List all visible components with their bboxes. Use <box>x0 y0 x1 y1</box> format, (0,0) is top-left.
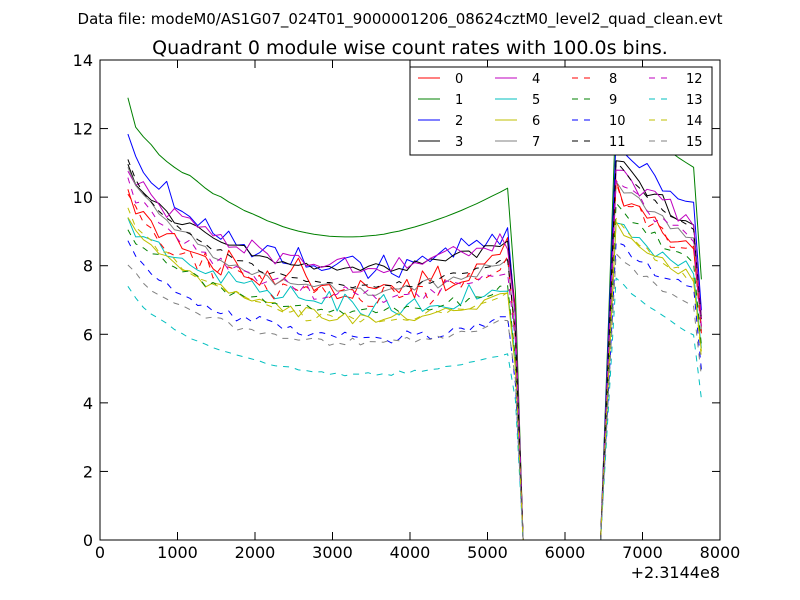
legend-label-10: 10 <box>609 114 626 129</box>
y-tick-label: 8 <box>83 257 93 276</box>
legend-label-5: 5 <box>532 93 540 108</box>
y-tick-label: 6 <box>83 325 93 344</box>
legend-label-3: 3 <box>455 135 463 150</box>
y-tick-label: 14 <box>73 51 93 70</box>
y-tick-label: 10 <box>73 188 93 207</box>
x-tick-label: 0 <box>95 543 105 562</box>
legend-label-1: 1 <box>455 93 463 108</box>
legend-label-14: 14 <box>686 114 703 129</box>
legend-label-8: 8 <box>609 72 617 87</box>
series-line-13 <box>127 277 702 541</box>
plot-frame <box>99 59 721 541</box>
x-tick-label: 4000 <box>390 543 431 562</box>
legend-label-0: 0 <box>455 72 463 87</box>
y-tick-label: 0 <box>83 531 93 550</box>
x-tick-label: 8000 <box>700 543 741 562</box>
y-tick-label: 12 <box>73 120 93 139</box>
x-tick-label: 6000 <box>545 543 586 562</box>
series-line-11 <box>127 159 702 541</box>
series-line-15 <box>127 253 702 541</box>
legend-label-13: 13 <box>686 93 703 108</box>
series-line-9 <box>127 202 702 541</box>
legend-label-12: 12 <box>686 72 703 87</box>
plot-lines <box>127 97 702 541</box>
legend-label-9: 9 <box>609 93 617 108</box>
legend-label-15: 15 <box>686 135 703 150</box>
data-file-suptitle: Data file: modeM0/AS1G07_024T01_90000012… <box>78 10 723 29</box>
legend-label-2: 2 <box>455 114 463 129</box>
legend-label-4: 4 <box>532 72 540 87</box>
legend-label-6: 6 <box>532 114 540 129</box>
series-line-14 <box>127 207 702 541</box>
y-tick-label: 4 <box>83 394 93 413</box>
x-tick-label: 5000 <box>467 543 508 562</box>
x-tick-label: 3000 <box>312 543 353 562</box>
y-tick-label: 2 <box>83 462 93 481</box>
legend-box <box>409 66 713 156</box>
chart-title: Quadrant 0 module wise count rates with … <box>152 37 668 59</box>
legend-label-7: 7 <box>532 135 540 150</box>
axis-ticks: 0 1000 2000 3000 4000 5000 6000 7000 80000246810… <box>73 51 741 562</box>
x-tick-label: 7000 <box>622 543 663 562</box>
x-offset-label: +2.3144e8 <box>631 563 720 582</box>
x-tick-label: 1000 <box>157 543 198 562</box>
legend-label-11: 11 <box>609 135 626 150</box>
x-tick-label: 2000 <box>235 543 276 562</box>
